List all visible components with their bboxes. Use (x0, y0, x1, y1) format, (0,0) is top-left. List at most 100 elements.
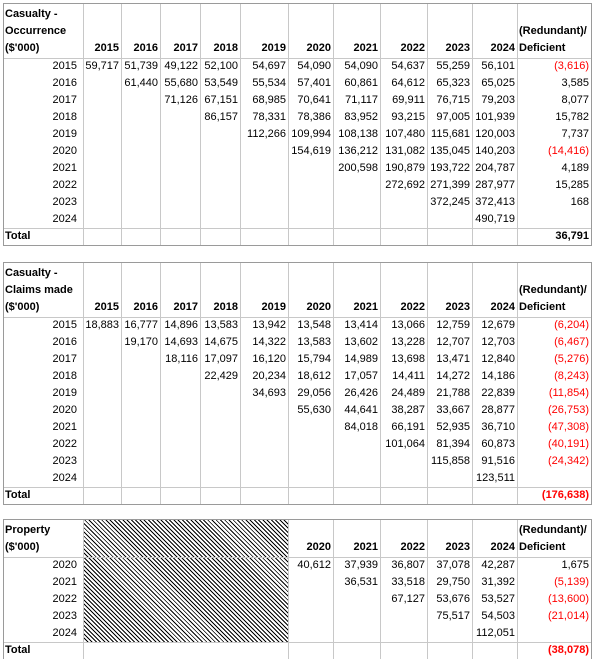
cell: 54,503 (481, 610, 515, 622)
cell: 26,426 (344, 387, 378, 399)
row-divider (3, 228, 591, 229)
total-value: (176,638) (541, 489, 589, 501)
row-label: 2019 (52, 128, 77, 140)
cell: 36,807 (391, 559, 425, 571)
column-divider (517, 519, 518, 659)
cell: 68,985 (252, 94, 286, 106)
column-header: 2019 (261, 42, 286, 54)
row-label: 2023 (52, 196, 77, 208)
column-divider (427, 262, 428, 504)
column-divider (472, 3, 473, 245)
cell: 67,151 (204, 94, 238, 106)
cell: 131,082 (385, 145, 425, 157)
cell: 22,839 (481, 387, 515, 399)
cell: 51,739 (124, 60, 158, 72)
deficient-cell: (13,600) (548, 593, 589, 605)
cell: 29,750 (436, 576, 470, 588)
row-label: 2020 (52, 145, 77, 157)
cell: 14,322 (252, 336, 286, 348)
cell: 36,531 (344, 576, 378, 588)
cell: 193,722 (430, 162, 470, 174)
cell: 55,259 (436, 60, 470, 72)
deficient-cell: 4,189 (561, 162, 589, 174)
cell: 13,602 (344, 336, 378, 348)
table-label: ($'000) (5, 301, 40, 313)
cell: 140,203 (475, 145, 515, 157)
cell: 490,719 (475, 213, 515, 225)
cell: 271,399 (430, 179, 470, 191)
row-divider (3, 642, 591, 643)
cell: 52,935 (436, 421, 470, 433)
row-label: 2017 (52, 353, 77, 365)
column-divider (200, 3, 201, 245)
column-divider (472, 262, 473, 504)
row-label: 2024 (52, 627, 77, 639)
cell: 107,480 (385, 128, 425, 140)
column-divider (121, 262, 122, 504)
deficient-cell: (5,139) (554, 576, 589, 588)
row-label: 2020 (52, 559, 77, 571)
column-divider (240, 3, 241, 245)
column-divider (333, 3, 334, 245)
row-label: 2022 (52, 593, 77, 605)
table-label: ($'000) (5, 42, 40, 54)
deficient-cell: (11,854) (548, 387, 589, 399)
cell: 54,090 (297, 60, 331, 72)
cell: 12,703 (481, 336, 515, 348)
table-label: Casualty - (5, 267, 58, 279)
column-header: 2023 (445, 301, 470, 313)
cell: 71,117 (345, 94, 378, 106)
deficient-cell: 3,585 (561, 77, 589, 89)
total-value: 36,791 (555, 230, 589, 242)
cell: 69,911 (392, 94, 425, 106)
deficient-cell: (6,204) (554, 319, 589, 331)
row-label: 2023 (52, 610, 77, 622)
cell: 200,598 (338, 162, 378, 174)
deficient-cell: (26,753) (548, 404, 589, 416)
cell: 16,777 (124, 319, 158, 331)
cell: 60,861 (344, 77, 378, 89)
deficient-cell: (40,191) (548, 438, 589, 450)
column-header: 2017 (173, 42, 198, 54)
deficient-cell: (8,243) (554, 370, 589, 382)
cell: 372,413 (475, 196, 515, 208)
column-header: 2022 (400, 301, 425, 313)
column-divider (83, 519, 84, 659)
cell: 49,122 (164, 60, 198, 72)
column-divider (333, 262, 334, 504)
deficient-cell: (3,616) (554, 60, 589, 72)
deficient-cell: (14,416) (548, 145, 589, 157)
column-header: (Redundant)/ (519, 25, 587, 37)
cell: 79,203 (481, 94, 515, 106)
column-header: 2018 (213, 301, 238, 313)
cell: 54,090 (344, 60, 378, 72)
cell: 14,693 (164, 336, 198, 348)
cell: 14,989 (344, 353, 378, 365)
cell: 13,942 (252, 319, 286, 331)
row-label: 2016 (52, 336, 77, 348)
cell: 44,641 (344, 404, 378, 416)
row-label: 2024 (52, 472, 77, 484)
cell: 67,127 (391, 593, 425, 605)
deficient-cell: 1,675 (561, 559, 589, 571)
cell: 52,100 (204, 60, 238, 72)
cell: 55,534 (252, 77, 286, 89)
cell: 33,518 (391, 576, 425, 588)
cell: 56,101 (481, 60, 515, 72)
cell: 37,078 (436, 559, 470, 571)
cell: 135,045 (430, 145, 470, 157)
cell: 21,788 (436, 387, 470, 399)
row-label: 2015 (52, 60, 77, 72)
cell: 75,517 (436, 610, 470, 622)
cell: 71,126 (164, 94, 198, 106)
cell: 65,025 (481, 77, 515, 89)
column-divider (380, 3, 381, 245)
column-divider (333, 519, 334, 659)
cell: 38,287 (391, 404, 425, 416)
cell: 12,840 (481, 353, 515, 365)
column-header: 2024 (490, 301, 515, 313)
table-label: Property (5, 524, 51, 536)
cell: 42,287 (481, 559, 515, 571)
deficient-cell: (47,308) (548, 421, 589, 433)
row-label: 2018 (52, 370, 77, 382)
